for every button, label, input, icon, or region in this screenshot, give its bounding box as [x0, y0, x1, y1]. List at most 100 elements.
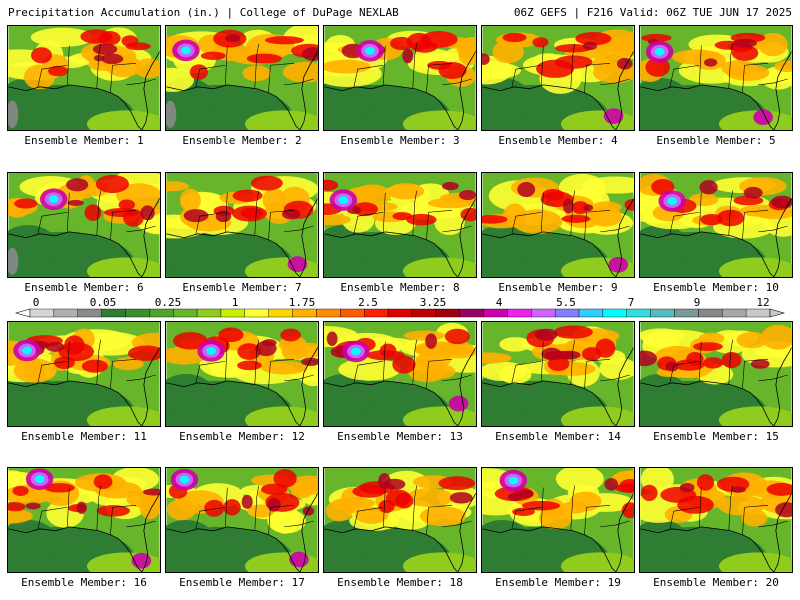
- precip-blob: [166, 346, 207, 365]
- precip-blob: [517, 181, 536, 198]
- precip-blob: [750, 359, 770, 369]
- precip-blob: [392, 355, 416, 374]
- precip-blob: [8, 502, 26, 512]
- precip-blob: [95, 174, 130, 194]
- precip-blob: [261, 483, 288, 495]
- precip-blob: [482, 61, 522, 80]
- colorbar-swatch: [435, 308, 460, 318]
- precip-blob: [338, 358, 401, 381]
- colorbar-label: 1: [232, 296, 239, 309]
- precip-blob: [406, 488, 454, 507]
- ensemble-member-label: Ensemble Member: 10: [653, 281, 779, 294]
- precip-blob: [640, 374, 690, 418]
- precip-blob: [255, 340, 277, 357]
- colorbar-swatch: [674, 308, 699, 318]
- precip-blob: [665, 361, 679, 372]
- coastline: [8, 347, 160, 426]
- ensemble-member-panel: Ensemble Member: 4: [481, 25, 635, 147]
- precip-blob: [677, 495, 714, 514]
- precip-blob: [482, 225, 532, 269]
- precip-blob: [425, 333, 437, 349]
- precip-blob: [48, 65, 68, 77]
- precip-blob: [166, 181, 190, 192]
- state-borders: [669, 339, 788, 389]
- ensemble-member-panel: Ensemble Member: 7: [165, 172, 319, 294]
- precip-blob: [104, 208, 139, 217]
- precip-blob: [261, 360, 308, 375]
- precip-map: [7, 25, 161, 131]
- colorbar-swatch: [196, 308, 222, 318]
- ensemble-member-label: Ensemble Member: 9: [498, 281, 618, 294]
- state-borders: [195, 485, 314, 535]
- ensemble-member-panel: Ensemble Member: 5: [639, 25, 793, 147]
- ensemble-member-label: Ensemble Member: 13: [337, 430, 463, 443]
- precip-blob: [415, 352, 451, 369]
- state-borders: [353, 190, 472, 240]
- precip-map: [7, 467, 161, 573]
- precip-blob: [718, 552, 792, 572]
- precip-blob: [556, 350, 581, 360]
- precip-blob: [419, 506, 466, 527]
- colorbar-label: 2.5: [358, 296, 378, 309]
- ensemble-member-panel: Ensemble Member: 9: [481, 172, 635, 294]
- precip-blob: [438, 476, 476, 491]
- precip-blob: [246, 53, 282, 64]
- precip-blob: [295, 479, 318, 492]
- state-borders: [669, 190, 788, 240]
- coastline: [640, 51, 792, 130]
- coastline: [640, 493, 792, 572]
- colorbar-swatch: [149, 308, 174, 318]
- precip-map: [165, 25, 319, 131]
- precip-blob: [402, 257, 476, 277]
- colorbar-swatch: [268, 308, 293, 318]
- precip-blob: [499, 365, 532, 384]
- ensemble-member-panel: Ensemble Member: 2: [165, 25, 319, 147]
- coastline: [640, 198, 792, 277]
- precip-blob: [702, 357, 724, 369]
- precip-blob: [143, 488, 160, 496]
- precip-blob: [8, 247, 19, 276]
- precip-blob: [44, 483, 75, 493]
- precip-blob: [166, 498, 197, 521]
- precip-blob: [86, 110, 160, 130]
- precip-blob: [733, 38, 758, 48]
- colorbar-label: 1.75: [289, 296, 316, 309]
- precip-blob: [608, 256, 629, 273]
- precip-blob: [140, 205, 155, 221]
- colorbar-swatch: [173, 308, 198, 318]
- precip-blob: [482, 520, 532, 564]
- coastline: [8, 493, 160, 572]
- ensemble-member-label: Ensemble Member: 15: [653, 430, 779, 443]
- ensemble-member-label: Ensemble Member: 8: [340, 281, 460, 294]
- precip-blob: [482, 78, 532, 122]
- state-borders: [511, 43, 630, 93]
- precip-blob: [8, 225, 58, 269]
- precip-map: [7, 321, 161, 427]
- precip-blob: [693, 342, 723, 351]
- ensemble-member-panel: Ensemble Member: 14: [481, 321, 635, 443]
- precip-blob: [326, 331, 338, 347]
- ensemble-member-label: Ensemble Member: 1: [24, 134, 144, 147]
- precip-blob: [101, 53, 124, 65]
- precip-blob: [273, 469, 297, 488]
- precip-blob: [23, 64, 56, 90]
- colorbar-swatch: [363, 308, 389, 318]
- precip-blob: [98, 31, 121, 46]
- precip-blob: [183, 209, 209, 223]
- precip-map: [639, 467, 793, 573]
- colorbar-label: 12: [756, 296, 769, 309]
- precip-blob: [324, 59, 371, 74]
- precip-blob: [512, 209, 563, 234]
- precip-blob: [366, 350, 405, 361]
- precip-blob: [166, 100, 177, 129]
- precip-blob: [354, 506, 389, 524]
- precip-blob: [31, 47, 53, 64]
- precip-blob: [267, 497, 281, 512]
- precip-blob: [48, 195, 59, 204]
- colorbar-label: 0.05: [90, 296, 117, 309]
- state-borders: [511, 485, 630, 535]
- precip-blob: [25, 502, 41, 510]
- precip-blob: [743, 186, 763, 199]
- precip-blob: [424, 364, 456, 379]
- colorbar-swatch: [650, 308, 675, 318]
